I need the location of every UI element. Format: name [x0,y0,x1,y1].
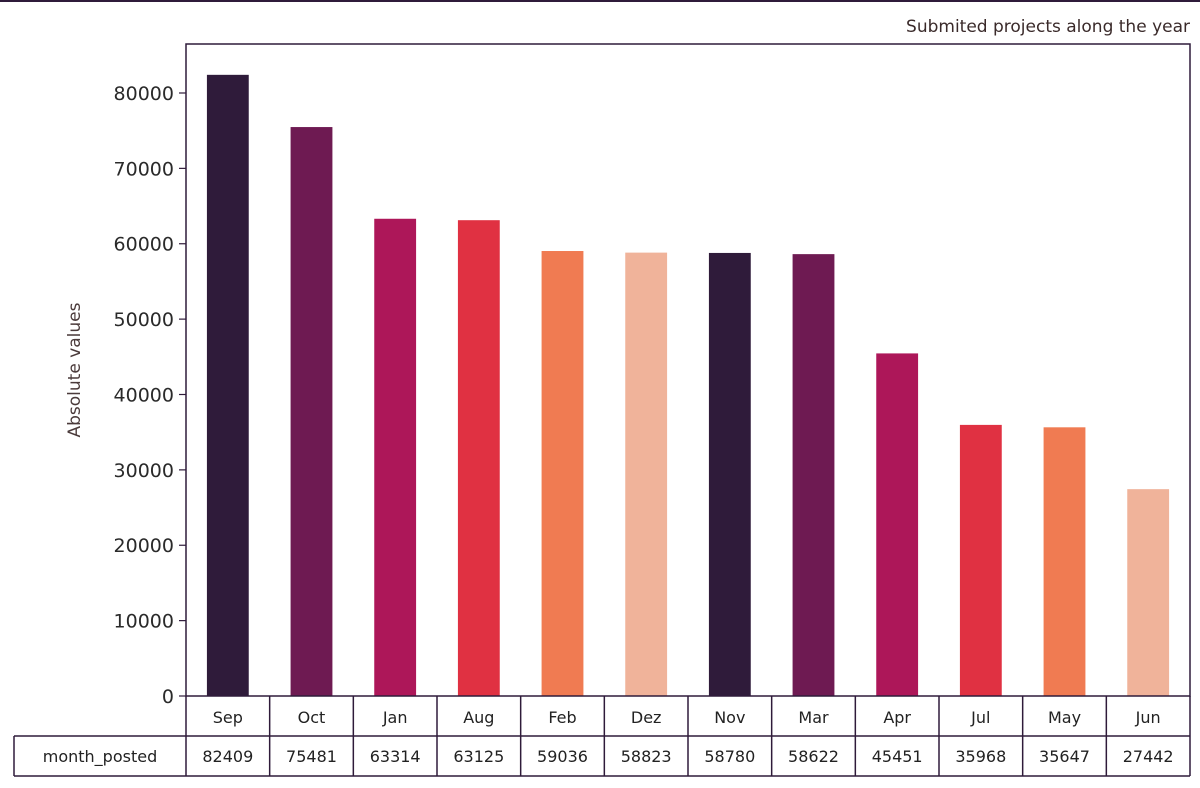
y-tick-label: 60000 [114,234,174,256]
bar-jan [374,218,417,696]
bar-aug [457,220,500,697]
bar-apr [876,353,919,696]
y-tick-label: 20000 [114,535,174,557]
x-tick-label: Apr [883,708,911,727]
x-tick-label: Oct [298,708,326,727]
x-tick-label: Jun [1135,708,1161,727]
x-tick-label: Feb [548,708,576,727]
x-tick-label: Dez [631,708,662,727]
bar-nov [708,252,751,696]
x-tick-label: Jan [382,708,408,727]
y-tick-label: 70000 [114,158,174,180]
chart-title: Submited projects along the year [906,17,1190,37]
data-table: month_posted Sep 82409 Oct 75481 Jan 63314 Aug 6… [13,696,1191,777]
table-cell: 45451 [872,747,923,766]
x-tick-label: Sep [213,708,243,727]
bar-mar [792,254,835,696]
bar-sep [206,74,249,697]
y-tick-label: 40000 [114,384,174,406]
bars-group [206,74,1170,697]
y-tick-label: 80000 [114,83,174,105]
table-cell: 58622 [788,747,839,766]
bar-jul [959,424,1002,696]
bar-jun [1127,489,1170,696]
x-tick-label: May [1048,708,1081,727]
y-tick-label: 10000 [114,611,174,633]
y-tick-label: 30000 [114,460,174,482]
bar-feb [541,251,584,696]
top-border [0,0,1200,2]
table-cell: 59036 [537,747,588,766]
y-tick-label: 0 [162,686,174,708]
table-cell: 75481 [286,747,337,766]
table-cell: 82409 [202,747,253,766]
x-tick-label: Aug [463,708,494,727]
table-cell: 27442 [1123,747,1174,766]
table-row-label: month_posted [43,747,157,767]
table-cell: 35647 [1039,747,1090,766]
bar-oct [290,127,333,696]
bar-dez [625,252,668,697]
y-axis-label: Absolute values [65,302,85,437]
y-tick-label: 50000 [114,309,174,331]
x-tick-label: Mar [798,708,829,727]
table-cell: 63314 [370,747,421,766]
table-cell: 58823 [621,747,672,766]
table-cell: 35968 [955,747,1006,766]
table-cell: 63125 [453,747,504,766]
bar-may [1043,427,1086,696]
table-cell: 58780 [704,747,755,766]
y-axis: 0 10000 20000 30000 40000 50000 60000 70000 8000… [114,83,186,708]
x-tick-label: Jul [970,708,990,727]
plot-frame [185,43,1191,697]
x-tick-label: Nov [714,708,745,727]
